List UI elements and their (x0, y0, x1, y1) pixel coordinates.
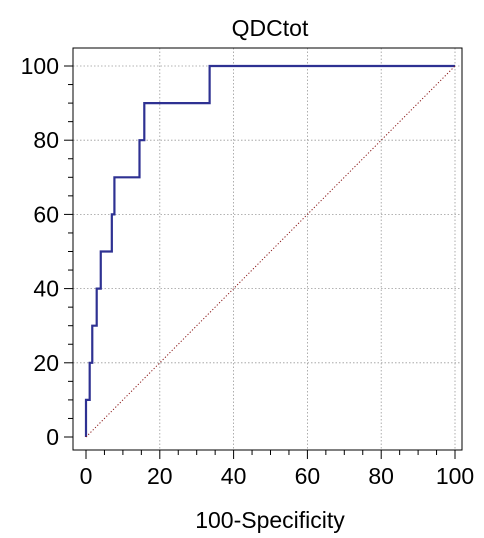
grid (73, 48, 462, 450)
x-tick-label: 80 (368, 463, 394, 489)
y-tick-label: 80 (33, 127, 59, 153)
y-tick-label: 60 (33, 201, 59, 227)
y-tick-label: 0 (46, 424, 59, 450)
series-layer (84, 64, 456, 438)
x-axis: 0 20 40 60 80 100 (80, 450, 474, 489)
plot-frame (72, 47, 463, 451)
y-tick-label: 100 (21, 53, 59, 79)
x-tick-label: 40 (221, 463, 247, 489)
roc-curve-line (84, 64, 455, 437)
x-tick-label: 0 (80, 463, 93, 489)
y-tick-label: 20 (33, 350, 59, 376)
x-tick-label: 20 (147, 463, 173, 489)
x-axis-label: 100-Specificity (195, 507, 345, 533)
x-tick-label: 100 (436, 463, 474, 489)
x-tick-label: 60 (295, 463, 321, 489)
y-axis: 0 20 40 60 80 100 (21, 53, 73, 450)
reference-diagonal-line (85, 65, 456, 438)
chart-title: QDCtot (232, 15, 309, 41)
y-tick-label: 40 (33, 276, 59, 302)
